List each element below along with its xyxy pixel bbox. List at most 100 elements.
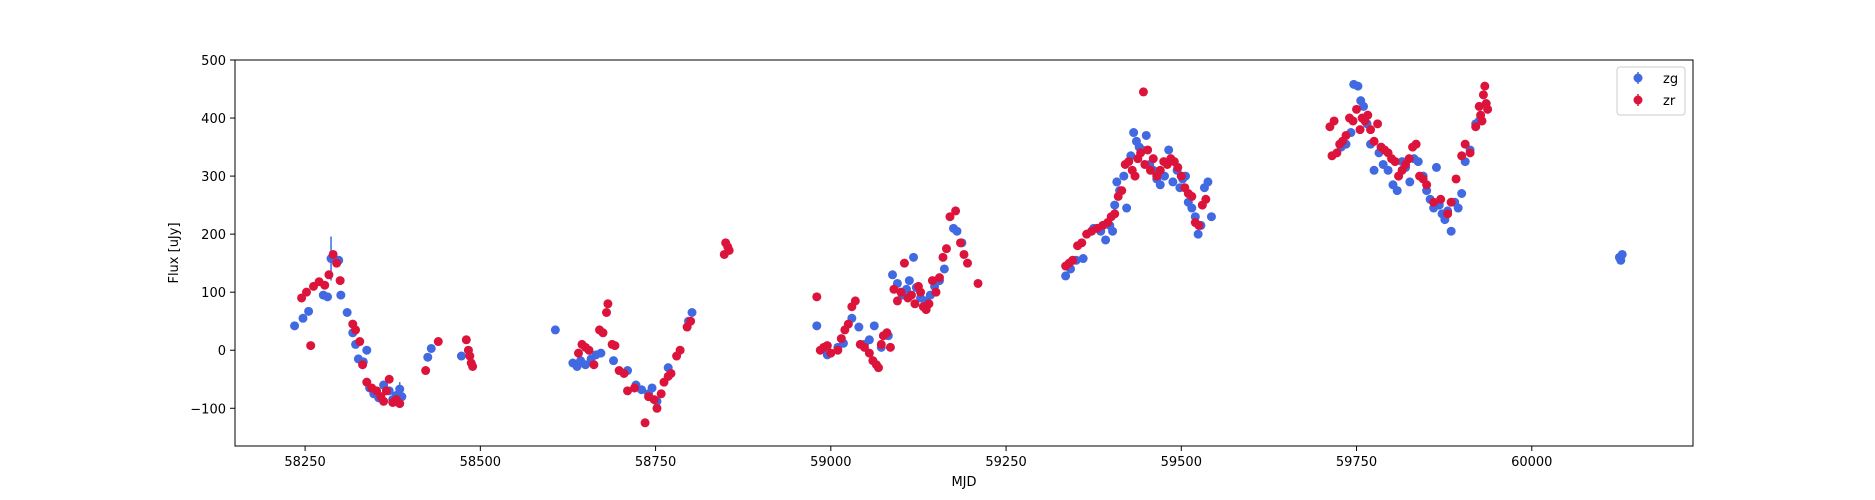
zg-point-86 xyxy=(1129,128,1139,138)
y-tick-label-2: 100 xyxy=(201,286,226,301)
zr-point-79 xyxy=(876,339,886,349)
zr-point-70 xyxy=(843,319,853,329)
zr-point-53 xyxy=(666,368,676,378)
zr-point-167 xyxy=(1390,157,1400,167)
x-tick-label-7: 60000 xyxy=(1511,455,1552,470)
zr-point-177 xyxy=(1429,197,1439,207)
zr-point-34 xyxy=(584,345,594,355)
x-tick-label-4: 59250 xyxy=(985,455,1026,470)
zr-point-30 xyxy=(468,361,478,371)
zg-point-122 xyxy=(1383,165,1393,175)
zg-point-69 xyxy=(952,226,962,236)
zg-point-67 xyxy=(939,264,949,274)
zr-point-96 xyxy=(931,287,941,297)
x-tick-label-3: 59000 xyxy=(810,455,851,470)
zr-point-91 xyxy=(916,287,926,297)
zg-point-30 xyxy=(580,360,590,370)
zr-point-72 xyxy=(850,296,860,306)
zr-point-94 xyxy=(924,299,934,309)
zr-point-12 xyxy=(355,337,365,347)
zr-point-24 xyxy=(421,366,431,376)
zr-point-160 xyxy=(1366,125,1376,135)
zg-point-129 xyxy=(1413,157,1423,167)
zr-point-137 xyxy=(1173,162,1183,172)
zg-point-109 xyxy=(1206,212,1216,222)
zr-point-185 xyxy=(1471,122,1481,132)
zr-point-26 xyxy=(461,335,471,345)
zr-point-82 xyxy=(885,342,895,352)
zr-point-162 xyxy=(1373,119,1383,129)
zg-point-80 xyxy=(1110,200,1120,210)
zr-point-65 xyxy=(822,341,832,351)
zr-point-101 xyxy=(951,206,961,216)
zg-point-71 xyxy=(1061,271,1071,281)
zr-point-66 xyxy=(826,348,836,358)
zr-point-117 xyxy=(1110,209,1120,219)
zr-point-89 xyxy=(910,299,920,309)
zg-point-2 xyxy=(304,306,314,316)
zr-point-179 xyxy=(1443,209,1453,219)
zr-point-156 xyxy=(1355,125,1365,135)
zr-point-86 xyxy=(899,258,909,268)
zg-point-139 xyxy=(1446,226,1456,236)
zr-point-67 xyxy=(833,345,843,355)
zr-point-123 xyxy=(1130,171,1140,181)
zg-point-114 xyxy=(1353,81,1363,91)
zg-point-49 xyxy=(854,322,864,332)
zg-point-8 xyxy=(342,307,352,317)
zg-point-26 xyxy=(550,325,560,335)
zg-point-124 xyxy=(1392,186,1402,196)
y-tick-label-5: 400 xyxy=(201,112,226,127)
zr-point-8 xyxy=(332,258,342,268)
zg-point-127 xyxy=(1405,177,1415,187)
zr-point-108 xyxy=(1068,255,1078,265)
zg-point-74 xyxy=(1078,254,1088,264)
zr-point-152 xyxy=(1341,130,1351,140)
zr-point-13 xyxy=(358,360,368,370)
zr-point-35 xyxy=(589,360,599,370)
zr-point-148 xyxy=(1329,116,1339,126)
y-tick-label-6: 500 xyxy=(201,54,226,69)
zr-point-84 xyxy=(892,296,902,306)
zr-point-25 xyxy=(433,337,443,347)
zg-point-39 xyxy=(647,383,657,393)
zg-point-1 xyxy=(298,313,308,323)
zr-point-180 xyxy=(1446,197,1456,207)
zr-point-2 xyxy=(306,341,316,351)
zr-point-11 xyxy=(351,325,361,335)
zr-point-38 xyxy=(602,307,612,317)
zr-point-171 xyxy=(1404,154,1414,164)
zg-point-37 xyxy=(637,385,647,395)
zr-point-190 xyxy=(1480,81,1490,91)
zg-point-108 xyxy=(1203,177,1213,187)
zr-point-20 xyxy=(384,374,394,384)
zr-point-103 xyxy=(959,249,969,259)
zr-point-49 xyxy=(652,403,662,413)
zr-point-138 xyxy=(1176,171,1186,181)
zr-point-184 xyxy=(1465,148,1475,158)
zr-point-68 xyxy=(836,334,846,344)
legend-zr-label: zr xyxy=(1663,94,1676,109)
zr-point-83 xyxy=(889,284,899,294)
zr-point-161 xyxy=(1369,136,1379,146)
zr-point-62 xyxy=(812,292,822,302)
zr-point-18 xyxy=(379,396,389,406)
zg-point-134 xyxy=(1431,162,1441,172)
zg-point-81 xyxy=(1112,177,1122,187)
zg-point-77 xyxy=(1101,235,1111,245)
zr-point-182 xyxy=(1457,151,1467,161)
zg-point-33 xyxy=(596,348,606,358)
zr-point-99 xyxy=(941,244,951,254)
zr-point-97 xyxy=(934,273,944,283)
zr-point-183 xyxy=(1460,139,1470,149)
zg-point-116 xyxy=(1359,101,1369,111)
zg-point-4 xyxy=(323,292,333,302)
zr-point-98 xyxy=(938,252,948,262)
zr-point-46 xyxy=(640,418,650,428)
x-tick-label-1: 58500 xyxy=(460,455,501,470)
zr-point-39 xyxy=(603,299,613,309)
zg-point-51 xyxy=(864,335,874,345)
zr-point-125 xyxy=(1136,148,1146,158)
zr-point-102 xyxy=(955,238,965,248)
